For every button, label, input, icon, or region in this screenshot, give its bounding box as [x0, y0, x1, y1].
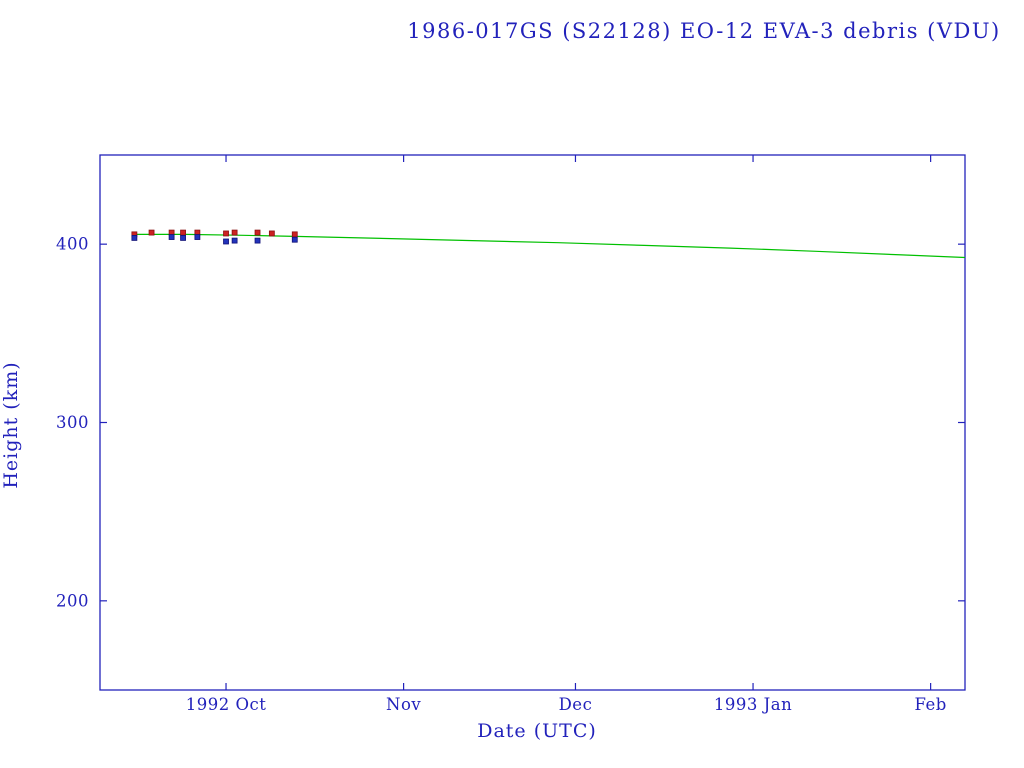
blue-square-markers-point — [231, 237, 238, 244]
blue-square-markers-point — [223, 238, 229, 245]
red-square-markers-point — [268, 230, 275, 237]
red-square-markers-point — [148, 229, 155, 236]
y-tick-label: 300 — [56, 413, 89, 432]
x-tick-label: Nov — [386, 695, 421, 714]
red-square-markers-point — [291, 231, 298, 238]
y-tick-label: 200 — [56, 591, 89, 610]
y-axis-label: Height (km) — [0, 361, 22, 488]
x-tick-label: Dec — [559, 695, 593, 714]
x-axis-label: Date (UTC) — [477, 720, 597, 742]
red-square-markers-point — [223, 230, 229, 237]
blue-square-markers-point — [194, 234, 201, 240]
blue-square-markers-point — [131, 235, 138, 241]
y-tick-label: 400 — [56, 235, 89, 254]
blue-square-markers-point — [254, 237, 261, 244]
blue-square-markers-point — [291, 236, 298, 243]
x-tick-label: 1993 Jan — [714, 695, 792, 714]
x-tick-label: Feb — [914, 695, 946, 714]
red-square-markers-point — [180, 229, 186, 236]
chart-title: 1986-017GS (S22128) EO-12 EVA-3 debris (… — [407, 19, 1001, 43]
blue-square-markers-point — [168, 234, 175, 240]
red-square-markers-point — [254, 229, 261, 236]
blue-square-markers-point — [180, 235, 186, 241]
red-square-markers-point — [231, 229, 238, 236]
x-tick-label: 1992 Oct — [186, 695, 267, 714]
